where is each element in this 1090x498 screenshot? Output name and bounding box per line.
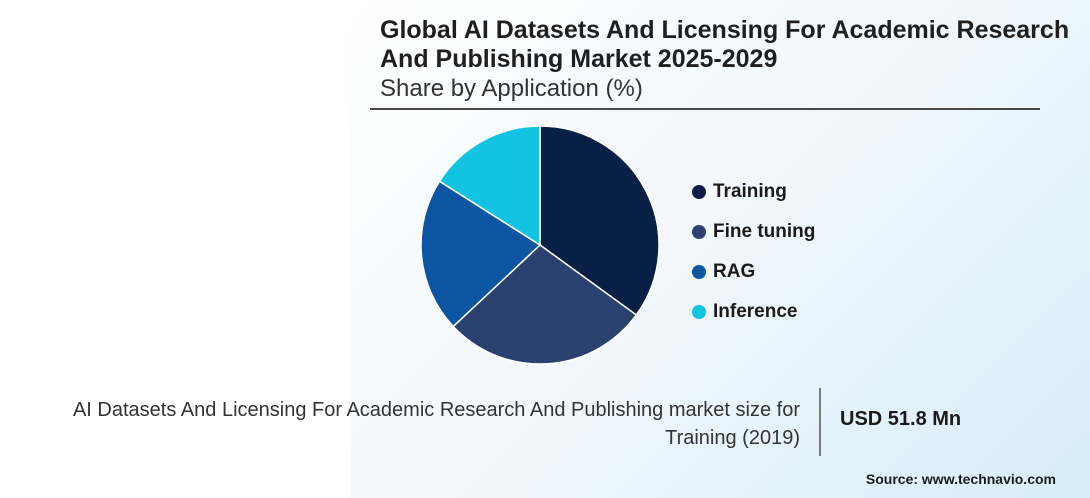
legend-swatch [692, 225, 706, 239]
source-note: Source: www.technavio.com [865, 471, 1056, 487]
chart-subtitle: Share by Application (%) [380, 75, 643, 102]
legend-swatch [692, 265, 706, 279]
legend-swatch [692, 305, 706, 319]
legend-item-training: Training [692, 172, 815, 212]
title-divider [370, 108, 1040, 110]
chart-legend: Training Fine tuning RAG Inference [692, 172, 815, 332]
footer-divider [819, 388, 821, 456]
market-size-value: USD 51.8 Mn [840, 408, 962, 430]
market-size-description: AI Datasets And Licensing For Academic R… [72, 399, 800, 449]
legend-label: Training [713, 181, 787, 202]
legend-label: RAG [713, 261, 756, 282]
pie-slice-inference [438, 125, 541, 247]
legend-label: Inference [713, 301, 798, 322]
pie-slice-training [539, 125, 660, 316]
chart-title: Global AI Datasets And Licensing For Aca… [380, 16, 1070, 73]
pie-slice-fine-tuning [452, 244, 638, 365]
legend-item-fine-tuning: Fine tuning [692, 212, 815, 252]
pie-slice-rag [420, 180, 542, 328]
legend-item-inference: Inference [692, 292, 815, 332]
legend-item-rag: RAG [692, 252, 815, 292]
legend-label: Fine tuning [713, 221, 816, 242]
pie-chart [420, 125, 660, 365]
legend-swatch [692, 185, 706, 199]
